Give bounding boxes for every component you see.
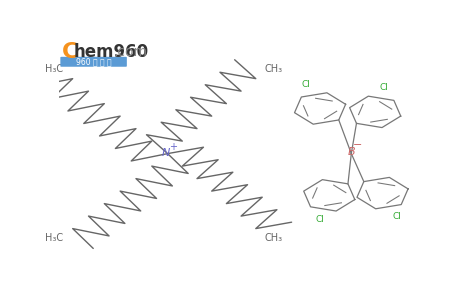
Text: Cl: Cl: [301, 80, 310, 89]
Text: .com: .com: [114, 45, 147, 59]
Text: H₃C: H₃C: [45, 64, 63, 74]
Text: Cl: Cl: [380, 83, 389, 92]
Text: H₃C: H₃C: [45, 233, 63, 243]
Text: N: N: [162, 148, 170, 158]
Text: 960 化 工 网: 960 化 工 网: [76, 57, 111, 66]
Text: B: B: [347, 147, 355, 157]
Text: CH₃: CH₃: [265, 233, 283, 243]
Text: +: +: [170, 142, 177, 152]
Text: CH₃: CH₃: [265, 64, 283, 74]
Text: Cl: Cl: [316, 215, 325, 224]
Text: C: C: [62, 42, 79, 62]
Text: hem960: hem960: [73, 43, 148, 61]
Text: Cl: Cl: [392, 212, 401, 221]
FancyBboxPatch shape: [60, 57, 127, 67]
Text: −: −: [353, 140, 363, 150]
